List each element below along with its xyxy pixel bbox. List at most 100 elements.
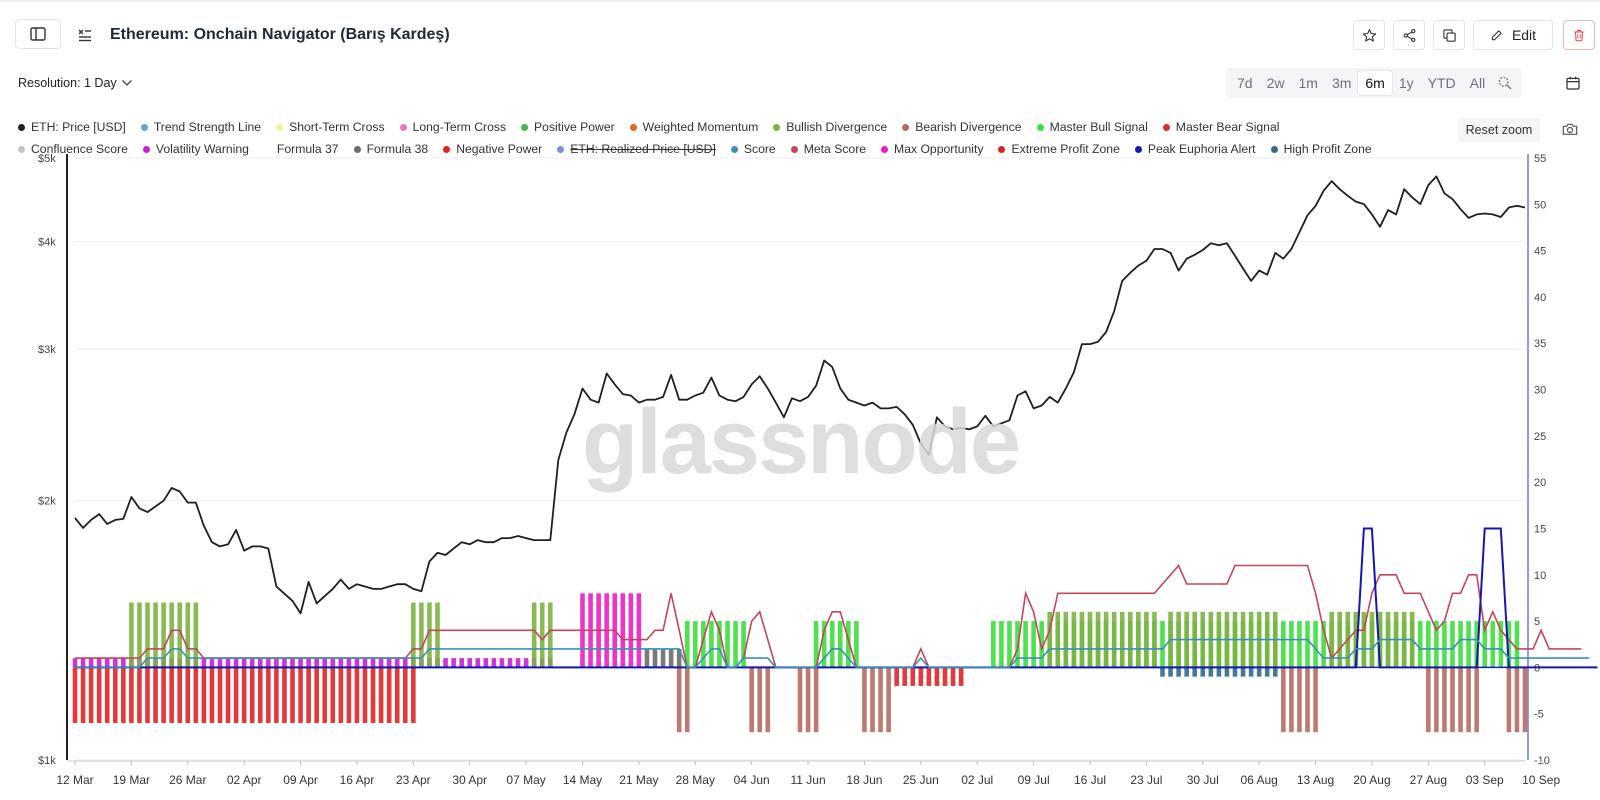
x-tick-label: 26 Mar	[169, 773, 206, 787]
camera-icon[interactable]	[1562, 122, 1578, 141]
indicator-bar	[290, 667, 295, 723]
indicator-bar	[282, 658, 287, 668]
indicator-bar	[435, 602, 440, 668]
legend-swatch	[557, 145, 565, 153]
zoom-search-icon[interactable]	[1492, 72, 1518, 94]
legend-item[interactable]: Meta Score	[790, 142, 867, 156]
indicator-bar	[257, 658, 263, 668]
indicator-bar	[217, 667, 223, 723]
indicator-bar	[346, 667, 352, 723]
legend-swatch	[998, 145, 1006, 153]
delete-button[interactable]	[1563, 20, 1595, 50]
indicator-bar	[185, 667, 191, 723]
indicator-bar	[878, 667, 883, 733]
legend-item[interactable]: Master Bear Signal	[1162, 120, 1279, 134]
legend-item[interactable]: Negative Power	[443, 142, 542, 156]
legend-item[interactable]: Trend Strength Line	[140, 120, 261, 134]
indicator-bar	[459, 658, 464, 668]
pencil-icon	[1490, 28, 1504, 42]
legend-item[interactable]: ETH: Price [USD]	[18, 120, 126, 134]
indicator-bar	[338, 667, 344, 723]
indicator-bar	[1168, 667, 1173, 677]
indicator-bar	[241, 667, 247, 723]
legend-item[interactable]: Positive Power	[521, 120, 615, 134]
legend-item[interactable]: Confluence Score	[18, 142, 128, 156]
range-2w[interactable]: 2w	[1266, 75, 1285, 91]
indicator-bar	[870, 667, 875, 733]
legend-item[interactable]: Peak Euphoria Alert	[1134, 142, 1256, 156]
range-3m[interactable]: 3m	[1331, 75, 1352, 91]
resolution-dropdown[interactable]: Resolution: 1 Day	[18, 76, 133, 90]
indicator-bar	[692, 621, 698, 668]
indicator-bar	[217, 658, 223, 668]
indicator-bar	[386, 667, 392, 723]
legend-label: Meta Score	[803, 142, 867, 156]
indicator-bar	[378, 667, 384, 723]
calendar-icon	[1565, 75, 1581, 91]
chart-canvas[interactable]: $1k$2k$3k$4k$5k-10-505101520253035404550…	[0, 148, 1600, 800]
favorite-button[interactable]	[1353, 20, 1385, 50]
edit-button[interactable]: Edit	[1473, 20, 1553, 50]
indicator-bar	[306, 658, 311, 668]
indicator-bar	[467, 658, 473, 668]
legend-item[interactable]: Long-Term Cross	[399, 120, 506, 134]
legend-item[interactable]: Extreme Profit Zone	[998, 142, 1120, 156]
indicator-bar	[153, 667, 158, 723]
x-tick-label: 04 Jun	[734, 773, 770, 787]
y-right-tick-label: 25	[1534, 431, 1546, 443]
indicator-bar	[1047, 611, 1053, 668]
indicator-bar	[1256, 667, 1262, 677]
x-tick-label: 21 May	[619, 773, 658, 787]
indicator-bar	[999, 621, 1004, 668]
formula-icon[interactable]	[78, 28, 92, 47]
x-tick-label: 12 Mar	[56, 773, 93, 787]
legend-label: Master Bull Signal	[1049, 120, 1148, 134]
calendar-button[interactable]	[1558, 68, 1588, 98]
legend-item[interactable]: Short-Term Cross	[276, 120, 385, 134]
legend-item[interactable]: Score	[730, 142, 776, 156]
legend-item[interactable]: Formula 38	[353, 142, 428, 156]
duplicate-button[interactable]	[1433, 20, 1465, 50]
legend-item[interactable]: Master Bull Signal	[1036, 120, 1148, 134]
legend-item[interactable]: Weighted Momentum	[629, 120, 758, 134]
legend-item[interactable]: Volatility Warning	[142, 142, 249, 156]
indicator-bar	[290, 658, 295, 668]
indicator-bar	[1442, 621, 1447, 668]
range-6m[interactable]: 6m	[1358, 71, 1392, 95]
indicator-bar	[330, 658, 336, 668]
x-tick-label: 23 Apr	[396, 773, 431, 787]
indicator-bar	[854, 621, 859, 668]
indicator-bar	[765, 667, 771, 733]
indicator-bar	[757, 667, 763, 733]
legend-swatch	[1162, 123, 1170, 131]
trash-icon	[1572, 28, 1586, 43]
range-7d[interactable]: 7d	[1237, 75, 1253, 91]
legend-item[interactable]: Formula 37	[263, 142, 339, 156]
indicator-bar	[1498, 621, 1504, 668]
range-1y[interactable]: 1y	[1398, 75, 1414, 91]
range-ytd[interactable]: YTD	[1427, 75, 1456, 91]
x-tick-label: 27 Aug	[1410, 773, 1447, 787]
range-1m[interactable]: 1m	[1298, 75, 1318, 91]
legend-item[interactable]: Bearish Divergence	[902, 120, 1022, 134]
indicator-bar	[475, 658, 481, 668]
indicator-bar	[112, 658, 118, 668]
indicator-bar	[394, 667, 400, 723]
indicator-bar	[1417, 621, 1423, 668]
sidebar-toggle-button[interactable]	[15, 19, 61, 49]
indicator-bar	[274, 658, 279, 668]
reset-zoom-button[interactable]: Reset zoom	[1458, 118, 1540, 142]
legend-label: Bearish Divergence	[915, 120, 1022, 134]
indicator-bar	[1305, 667, 1310, 733]
legend-item[interactable]: Bullish Divergence	[773, 120, 887, 134]
share-button[interactable]	[1393, 20, 1425, 50]
indicator-bar	[701, 621, 706, 668]
legend-item[interactable]: High Profit Zone	[1270, 142, 1372, 156]
legend-item[interactable]: ETH: Realized Price [USD]	[557, 142, 716, 156]
range-all[interactable]: All	[1469, 75, 1486, 91]
indicator-bar	[741, 621, 746, 668]
indicator-bar	[797, 667, 803, 733]
legend-swatch	[1134, 145, 1142, 153]
legend-item[interactable]: Max Opportunity	[881, 142, 983, 156]
indicator-bar	[1442, 667, 1447, 733]
